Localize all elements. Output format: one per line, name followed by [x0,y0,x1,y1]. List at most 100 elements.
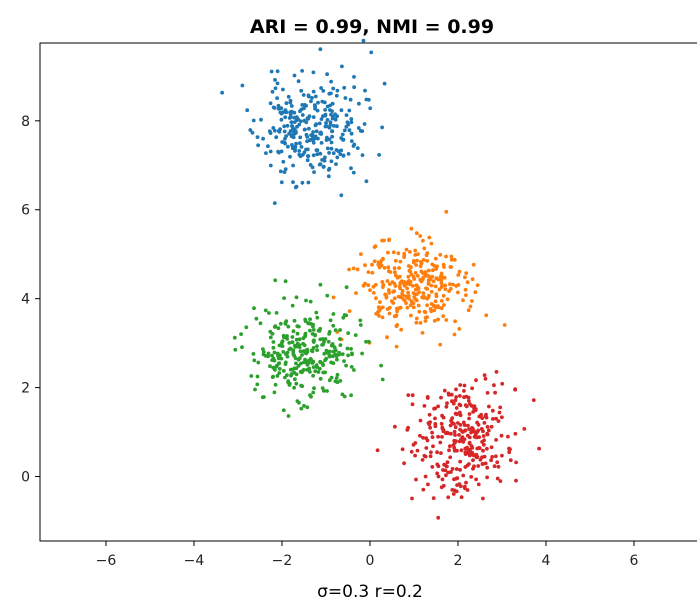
data-point [381,283,386,287]
data-point [338,337,342,341]
data-point [298,135,303,140]
data-point [311,115,316,119]
data-point [406,290,410,295]
data-point [288,129,293,134]
data-point [430,465,435,469]
data-point [430,262,435,267]
data-point [428,277,433,282]
data-point [459,484,463,489]
data-point [414,316,419,321]
data-point [320,158,324,162]
data-point [436,317,440,322]
data-point [347,309,352,313]
data-point [398,281,403,285]
data-point [457,402,462,407]
data-point [316,370,321,374]
data-point [449,254,454,259]
data-point [278,169,283,174]
data-point [273,86,278,91]
data-point [461,298,465,303]
data-point [307,366,312,371]
data-point [354,291,358,295]
data-point [442,388,447,393]
data-point [482,373,487,377]
data-point [458,459,463,464]
data-point [335,88,340,93]
data-point [282,296,286,300]
data-point [508,447,512,452]
data-point [299,88,304,93]
data-point [282,170,287,175]
data-point [334,93,339,98]
data-point [514,478,518,483]
data-point [276,129,281,133]
data-point [409,272,414,277]
data-point [480,462,485,466]
data-point [320,337,325,341]
data-point [325,72,329,77]
data-point [272,325,277,329]
data-point [382,81,387,86]
data-point [436,434,440,439]
data-point [283,137,287,141]
data-point [311,70,316,75]
data-point [309,322,313,326]
data-point [327,330,332,334]
data-point [311,89,316,94]
data-point [424,436,428,441]
data-point [323,155,327,160]
data-point [299,107,304,112]
data-point [522,427,527,431]
data-point [454,489,459,494]
data-point [483,376,488,381]
data-point [435,450,439,455]
data-point [430,435,435,439]
data-point [271,345,276,350]
data-point [474,477,478,482]
data-point [431,496,436,500]
data-point [315,152,320,157]
data-point [406,294,411,298]
data-point [296,357,301,362]
data-point [479,427,484,431]
data-point [445,401,449,406]
data-point [315,344,319,348]
data-point [422,404,427,408]
data-point [342,85,347,90]
data-point [414,298,419,303]
cluster-1 [331,209,507,349]
data-point [422,296,426,300]
data-point [323,124,328,129]
data-point [433,424,438,429]
data-point [276,326,281,331]
data-point [369,50,374,55]
data-point [263,308,268,313]
data-point [482,442,486,447]
data-point [272,390,277,395]
data-point [463,403,468,408]
data-point [268,101,273,106]
data-point [434,292,439,296]
data-point [305,405,310,410]
data-point [315,108,320,113]
data-point [425,396,430,400]
data-point [313,369,318,374]
data-point [309,348,314,353]
data-point [471,458,475,463]
data-point [386,288,391,292]
data-point [297,149,302,153]
data-point [441,262,446,267]
data-point [409,313,413,318]
data-point [330,116,335,121]
data-point [284,319,289,323]
data-point [318,360,323,365]
data-point [323,113,328,118]
data-point [349,139,354,144]
data-point [459,495,464,500]
data-point [311,373,315,378]
data-point [289,109,294,114]
data-point [314,122,319,126]
data-point [288,367,293,372]
data-point [513,387,518,391]
data-point [291,135,296,140]
